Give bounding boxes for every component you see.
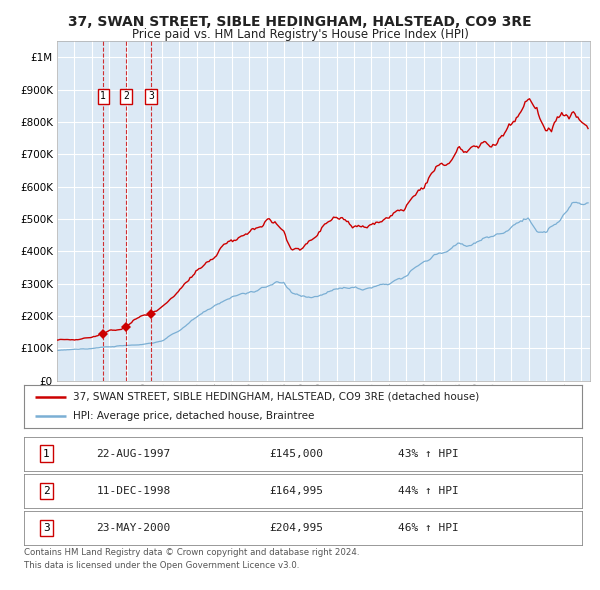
Text: 1: 1 [43, 449, 50, 458]
Text: HPI: Average price, detached house, Braintree: HPI: Average price, detached house, Brai… [73, 411, 314, 421]
Text: 3: 3 [148, 91, 154, 101]
Text: £164,995: £164,995 [269, 486, 323, 496]
Text: 43% ↑ HPI: 43% ↑ HPI [398, 449, 458, 458]
Text: 37, SWAN STREET, SIBLE HEDINGHAM, HALSTEAD, CO9 3RE (detached house): 37, SWAN STREET, SIBLE HEDINGHAM, HALSTE… [73, 392, 479, 402]
Text: 22-AUG-1997: 22-AUG-1997 [97, 449, 171, 458]
Text: 37, SWAN STREET, SIBLE HEDINGHAM, HALSTEAD, CO9 3RE: 37, SWAN STREET, SIBLE HEDINGHAM, HALSTE… [68, 15, 532, 30]
Text: This data is licensed under the Open Government Licence v3.0.: This data is licensed under the Open Gov… [24, 561, 299, 570]
Text: Contains HM Land Registry data © Crown copyright and database right 2024.: Contains HM Land Registry data © Crown c… [24, 548, 359, 557]
Text: 2: 2 [43, 486, 50, 496]
Text: 46% ↑ HPI: 46% ↑ HPI [398, 523, 458, 533]
Text: 3: 3 [43, 523, 50, 533]
Text: 2: 2 [123, 91, 129, 101]
Text: 11-DEC-1998: 11-DEC-1998 [97, 486, 171, 496]
Text: 1: 1 [100, 91, 106, 101]
Text: 44% ↑ HPI: 44% ↑ HPI [398, 486, 458, 496]
Text: £145,000: £145,000 [269, 449, 323, 458]
Text: 23-MAY-2000: 23-MAY-2000 [97, 523, 171, 533]
Text: Price paid vs. HM Land Registry's House Price Index (HPI): Price paid vs. HM Land Registry's House … [131, 28, 469, 41]
Text: £204,995: £204,995 [269, 523, 323, 533]
